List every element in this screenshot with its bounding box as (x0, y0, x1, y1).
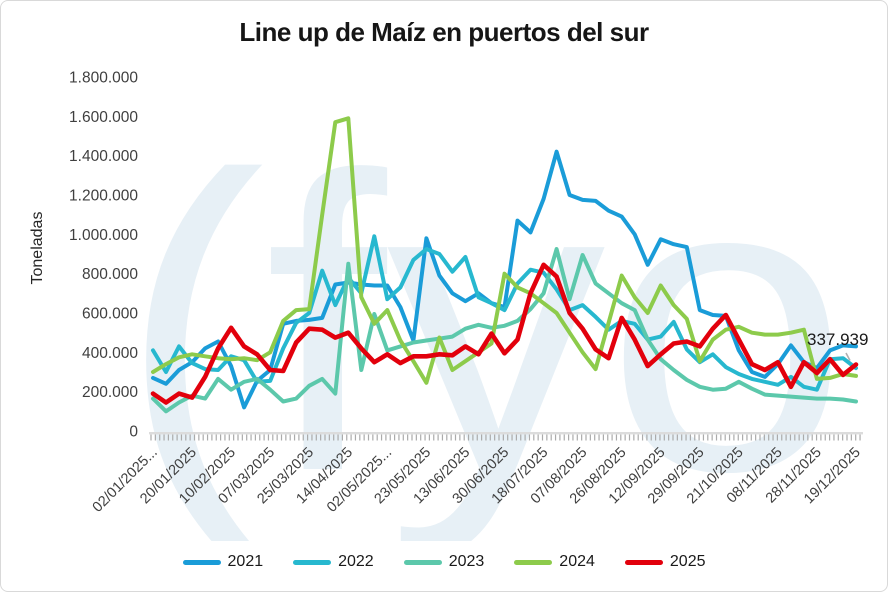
legend-item-2023: 2023 (403, 553, 485, 571)
y-tick-label: 600.000 (82, 306, 138, 323)
legend-swatch-2021 (182, 559, 221, 565)
annotation-leader-line (845, 352, 851, 361)
legend-swatch-2025 (624, 559, 663, 565)
legend-label-2025: 2025 (669, 553, 706, 570)
chart-title: Line up de Maíz en puertos del sur (239, 17, 649, 47)
legend-item-2022: 2022 (293, 553, 374, 571)
x-axis-line (149, 432, 863, 435)
legend-label-2022: 2022 (338, 553, 374, 570)
y-tick-label: 1.400.000 (69, 148, 138, 165)
series-line-2023 (151, 247, 858, 414)
series-line-2025 (150, 262, 859, 405)
y-tick-label: 1.600.000 (69, 109, 138, 126)
y-tick-label: 1.800.000 (69, 70, 138, 87)
legend-label-2023: 2023 (448, 553, 485, 570)
legend-item-2024: 2024 (514, 553, 595, 571)
legend-swatch-2022 (293, 559, 332, 565)
series-line-2022 (151, 234, 858, 392)
y-tick-label: 1.000.000 (69, 227, 138, 244)
legend-item-2025: 2025 (624, 553, 706, 571)
y-tick-label: 800.000 (82, 266, 138, 283)
y-tick-label: 400.000 (82, 345, 138, 362)
legend-label-2024: 2024 (559, 553, 595, 570)
legend-item-2021: 2021 (182, 553, 264, 571)
last-value-annotation: 337.939 (807, 330, 869, 349)
legend: 2021 2022 2023 2024 2025 (1, 547, 887, 577)
y-tick-label: 200.000 (82, 384, 138, 401)
series-line-2024 (151, 116, 858, 385)
y-tick-label: 1.200.000 (69, 188, 138, 205)
y-tick-label: 0 (129, 424, 138, 441)
legend-swatch-2024 (514, 559, 553, 565)
legend-label-2021: 2021 (227, 553, 264, 570)
legend-swatch-2023 (403, 559, 442, 565)
line-chart: (fyo0200.000400.000600.000800.0001.000.0… (69, 70, 864, 542)
